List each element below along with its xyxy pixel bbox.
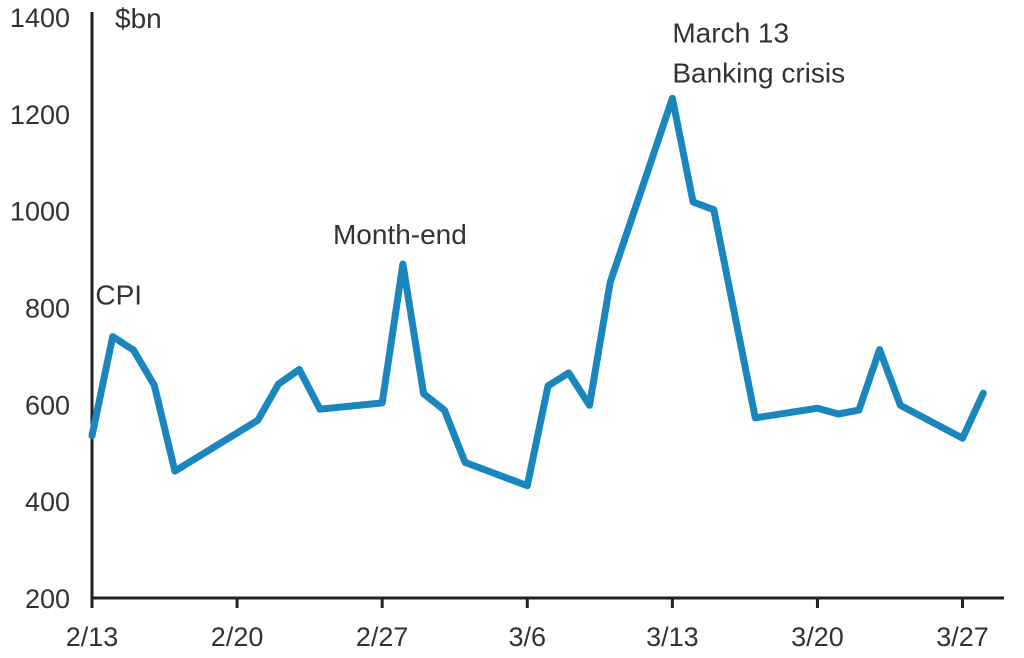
- y-axis-ticks: 200 400 600 800 1000 1200 1400: [10, 3, 70, 614]
- x-tick-label: 3/6: [508, 622, 546, 652]
- annotation-label: Banking crisis: [672, 57, 845, 88]
- annotation-label: Month-end: [333, 219, 467, 250]
- x-tick-label: 3/20: [791, 622, 844, 652]
- x-tick-label: 3/13: [646, 622, 699, 652]
- unit-label: $bn: [115, 3, 162, 34]
- annotation-label: March 13: [672, 17, 789, 48]
- series-layer: [88, 94, 987, 490]
- x-tick-label: 2/20: [211, 622, 264, 652]
- annotation-label: CPI: [95, 280, 142, 311]
- x-tick-label: 2/13: [66, 622, 119, 652]
- annotations: CPI Month-end March 13 Banking crisis: [95, 17, 845, 310]
- y-tick-label: 1400: [10, 3, 70, 33]
- y-tick-label: 400: [25, 487, 70, 517]
- y-tick-label: 600: [25, 390, 70, 420]
- x-tick-label: 3/27: [936, 622, 989, 652]
- axes: [90, 12, 1004, 600]
- y-tick-label: 1200: [10, 100, 70, 130]
- x-axis-ticks: 2/13 2/20 2/27 3/6 3/13 3/20 3/27: [66, 598, 989, 652]
- x-tick-label: 2/27: [356, 622, 409, 652]
- y-tick-label: 200: [25, 584, 70, 614]
- series-line: [88, 94, 987, 490]
- y-tick-label: 800: [25, 294, 70, 324]
- y-tick-label: 1000: [10, 197, 70, 227]
